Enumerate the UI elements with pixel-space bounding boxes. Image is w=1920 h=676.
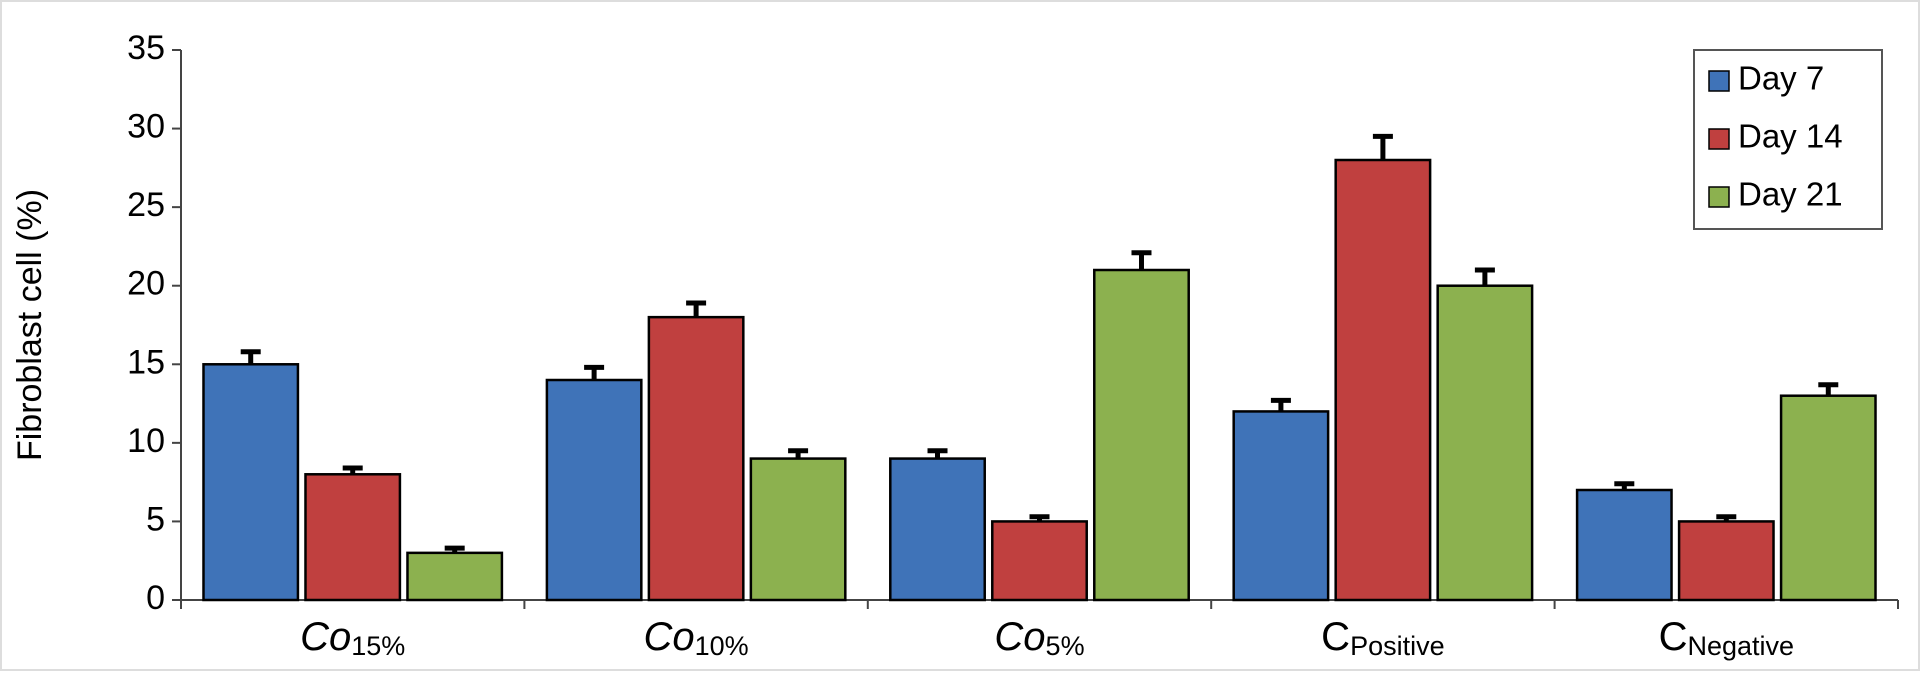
y-tick-label: 20 bbox=[127, 265, 165, 303]
bar bbox=[202, 363, 300, 602]
bar bbox=[1093, 268, 1190, 602]
bar bbox=[749, 457, 847, 602]
bar bbox=[889, 457, 986, 602]
legend-label: Day 21 bbox=[1738, 176, 1843, 213]
y-tick-label: 35 bbox=[127, 29, 165, 67]
y-tick-label: 15 bbox=[127, 343, 165, 381]
x-tick-label: CPositive bbox=[1321, 615, 1444, 661]
y-tick-label: 10 bbox=[127, 422, 165, 460]
bar bbox=[304, 473, 402, 602]
y-tick-label: 5 bbox=[146, 500, 165, 538]
legend-swatch bbox=[1708, 70, 1730, 92]
bar bbox=[1436, 284, 1534, 602]
x-tick-label: Co5% bbox=[994, 615, 1084, 661]
bar bbox=[1575, 488, 1673, 602]
bar bbox=[406, 551, 504, 602]
bar bbox=[1334, 158, 1432, 602]
y-tick-label: 0 bbox=[146, 579, 165, 617]
x-tick-label: Co10% bbox=[644, 615, 749, 661]
x-tick-label: Co15% bbox=[300, 615, 405, 661]
bar bbox=[1232, 410, 1330, 602]
bar bbox=[1779, 394, 1877, 602]
legend-swatch bbox=[1708, 128, 1730, 150]
bar bbox=[991, 520, 1088, 602]
y-tick-label: 30 bbox=[127, 108, 165, 146]
x-tick-label: CNegative bbox=[1659, 615, 1794, 661]
y-axis-label: Fibroblast cell (%) bbox=[11, 189, 49, 461]
bar bbox=[545, 378, 643, 602]
legend-label: Day 7 bbox=[1738, 60, 1824, 97]
bar bbox=[1677, 520, 1775, 602]
legend-swatch bbox=[1708, 186, 1730, 208]
y-tick-label: 25 bbox=[127, 186, 165, 224]
bar bbox=[647, 315, 745, 602]
legend-label: Day 14 bbox=[1738, 118, 1843, 155]
